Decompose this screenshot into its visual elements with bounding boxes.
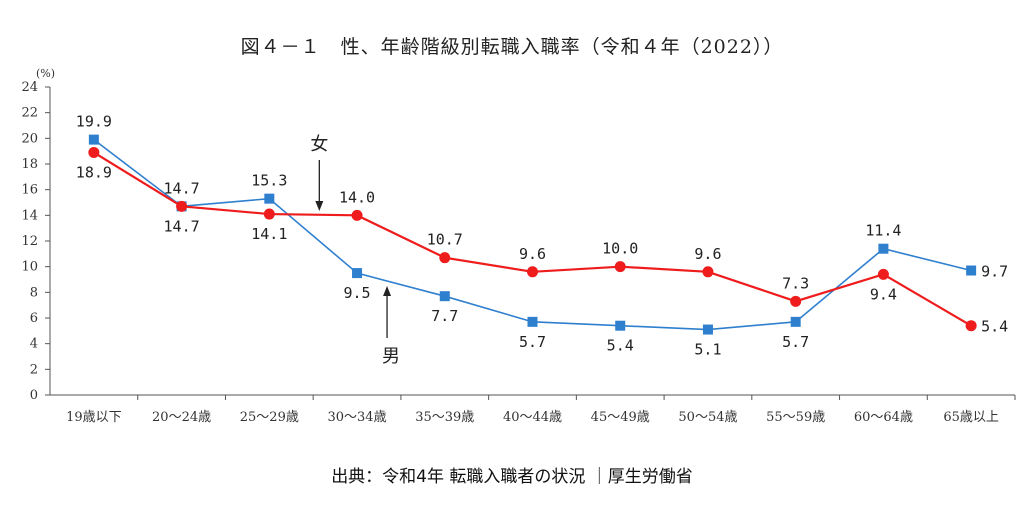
data-label-female: 18.9 [76, 163, 112, 181]
data-label-female: 14.1 [251, 225, 287, 243]
data-label-male: 5.1 [694, 341, 721, 359]
data-point-female [702, 266, 714, 278]
data-label-female: 9.4 [870, 285, 897, 303]
y-tick-label: 10 [21, 260, 38, 275]
y-tick-label: 4 [30, 337, 38, 352]
data-label-female: 14.0 [339, 188, 375, 206]
series-line-male [93, 138, 972, 331]
y-axis-unit: (%) [36, 67, 55, 80]
data-label-female: 9.6 [694, 245, 721, 263]
data-point-male [878, 243, 889, 254]
data-point-female [88, 146, 100, 158]
y-tick-label: 16 [21, 183, 38, 198]
data-label-male: 5.7 [782, 333, 809, 351]
x-tick-label: 65歳以上 [943, 410, 999, 425]
y-tick-label: 18 [21, 157, 38, 172]
y-tick-label: 2 [30, 362, 38, 377]
source-caption: 出典：令和4年 転職入職者の状況 ｜厚生労働省 [331, 467, 693, 487]
x-tick-label: 40～44歳 [503, 410, 562, 425]
y-tick-label: 22 [21, 106, 38, 121]
data-label-male: 9.5 [343, 284, 370, 302]
annotation-male: 男 [382, 346, 400, 367]
data-point-male [966, 265, 977, 276]
data-point-female [263, 208, 275, 220]
data-label-female: 5.4 [981, 318, 1008, 336]
data-point-male [264, 193, 275, 204]
series-line-female [93, 151, 972, 327]
data-label-female: 9.6 [519, 245, 546, 263]
data-label-female: 7.3 [782, 274, 809, 292]
chart-title: 図４－１ 性、年齢階級別転職入職率（令和４年（2022）） [240, 36, 784, 58]
y-tick-label: 14 [21, 208, 38, 223]
data-label-male: 14.7 [164, 179, 200, 197]
y-tick-label: 12 [21, 234, 38, 249]
data-point-female [527, 266, 538, 278]
x-tick-label: 35～39歳 [415, 410, 474, 425]
arrow-head-male [383, 286, 392, 296]
x-tick-label: 30～34歳 [327, 410, 386, 425]
annotation-female: 女 [310, 134, 328, 155]
data-point-male [439, 291, 450, 302]
x-tick-label: 19歳以下 [66, 410, 122, 425]
data-point-female [877, 268, 889, 280]
data-point-male [615, 320, 626, 331]
data-label-male: 7.7 [431, 307, 458, 325]
y-tick-label: 24 [21, 80, 38, 95]
y-tick-label: 0 [30, 388, 38, 403]
data-label-male: 19.9 [76, 113, 112, 131]
y-tick-label: 6 [30, 311, 38, 326]
data-point-female [439, 252, 451, 264]
data-point-male [88, 134, 99, 145]
data-point-female [965, 320, 977, 332]
data-label-female: 14.7 [164, 217, 200, 235]
data-label-male: 15.3 [251, 172, 287, 190]
data-label-female: 10.0 [602, 240, 638, 258]
data-point-female [790, 295, 802, 307]
x-tick-label: 55～59歳 [766, 410, 825, 425]
x-tick-label: 20～24歳 [152, 410, 211, 425]
x-tick-label: 60～64歳 [854, 410, 913, 425]
y-tick-label: 8 [30, 285, 38, 300]
x-tick-label: 45～49歳 [591, 410, 650, 425]
x-tick-label: 50～54歳 [678, 410, 737, 425]
data-point-male [702, 324, 713, 335]
data-point-female [176, 200, 188, 212]
arrow-head-female [315, 201, 324, 211]
y-tick-label: 20 [21, 131, 38, 146]
data-point-male [352, 268, 363, 279]
data-point-female [614, 261, 626, 273]
data-label-male: 5.4 [607, 337, 634, 355]
x-tick-label: 25～29歳 [240, 410, 299, 425]
data-point-female [351, 209, 363, 221]
data-point-male [527, 316, 538, 327]
data-point-male [790, 316, 801, 327]
data-label-male: 11.4 [865, 222, 901, 240]
data-label-male: 9.7 [981, 263, 1008, 281]
data-label-male: 5.7 [519, 333, 546, 351]
data-label-female: 10.7 [427, 231, 463, 249]
